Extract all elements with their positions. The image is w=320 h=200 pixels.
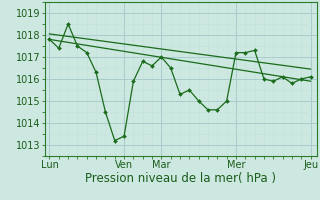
X-axis label: Pression niveau de la mer( hPa ): Pression niveau de la mer( hPa ) — [85, 172, 276, 185]
